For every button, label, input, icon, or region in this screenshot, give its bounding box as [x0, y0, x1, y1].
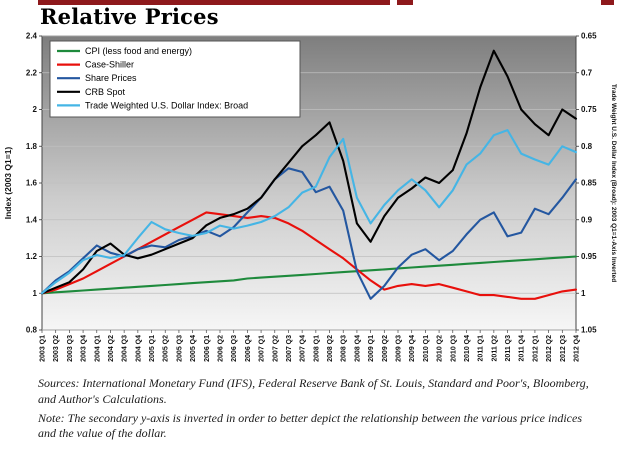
right-axis-tick-label: 0.8: [581, 142, 593, 151]
right-axis-tick-label: 0.75: [581, 105, 597, 114]
x-axis-tick-label: 2009 Q2: [382, 335, 389, 362]
x-axis-tick-label: 2003 Q1: [40, 335, 47, 362]
legend-label: CPI (less food and energy): [85, 46, 192, 56]
series-line-0: [40, 255, 578, 295]
right-axis-tick-label: 1.05: [581, 326, 597, 335]
x-axis-tick-label: 2004 Q3: [122, 335, 129, 362]
sources-note: Sources: International Monetary Fund (IF…: [38, 376, 589, 406]
x-axis-tick-label: 2010 Q3: [450, 335, 457, 362]
x-axis-tick-label: 2005 Q2: [163, 335, 170, 362]
x-axis-tick-label: 2011 Q3: [505, 335, 512, 362]
x-axis-tick-label: 2007 Q4: [300, 335, 307, 362]
x-axis-tick-label: 2009 Q3: [396, 335, 403, 362]
left-axis-tick-label: 1.6: [26, 179, 38, 188]
right-axis-title: Trade Weight U.S. Dollar Index (Broad): …: [610, 84, 617, 282]
inversion-note: Note: The secondary y-axis is inverted i…: [38, 410, 582, 441]
x-axis-tick-label: 2012 Q1: [532, 335, 539, 362]
x-axis-tick-label: 2009 Q1: [368, 335, 375, 362]
x-axis-tick-label: 2012 Q2: [546, 335, 553, 362]
x-axis-tick-label: 2005 Q4: [190, 335, 197, 362]
x-axis-tick-label: 2004 Q4: [135, 335, 142, 362]
x-axis-tick-label: 2004 Q2: [108, 335, 115, 362]
footnotes: Sources: International Monetary Fund (IF…: [38, 376, 592, 442]
legend-label: Trade Weighted U.S. Dollar Index: Broad: [85, 100, 248, 110]
series-line-4: [40, 129, 578, 295]
x-axis-tick-label: 2007 Q3: [286, 335, 293, 362]
header-rule-segment: [38, 0, 390, 5]
x-axis-tick-label: 2006 Q2: [218, 335, 225, 362]
x-axis-tick-label: 2011 Q1: [478, 335, 485, 362]
left-axis-title: Index (2003 Q1=1): [3, 147, 13, 220]
x-axis-tick-label: 2008 Q4: [354, 335, 361, 362]
x-axis-tick-label: 2003 Q2: [53, 335, 60, 362]
left-axis-tick-label: 1.4: [26, 215, 38, 224]
line-chart: 0.8 1 1.2 1.4 1.6 1.8 2 2.2 2.4 0.65 0.7 0.75 0.8 0.8…: [3, 32, 617, 362]
left-axis-tick-label: 2.2: [26, 68, 38, 77]
x-axis-tick-label: 2010 Q4: [464, 335, 471, 362]
right-axis-tick-label: 0.9: [581, 215, 593, 224]
header-rule-segment: [397, 0, 413, 5]
legend: [49, 40, 301, 118]
x-axis-tick-label: 2006 Q4: [245, 335, 252, 362]
left-axis-tick-label: 2: [33, 105, 38, 114]
x-axis-tick-label: 2003 Q3: [67, 335, 74, 362]
x-axis-tick-label: 2006 Q1: [204, 335, 211, 362]
x-axis-tick-label: 2005 Q1: [149, 335, 156, 362]
legend-label: Case-Shiller: [85, 60, 134, 70]
x-axis-tick-label: 2010 Q2: [437, 335, 444, 362]
series-line-3: [40, 49, 578, 295]
x-axis-tick-label: 2012 Q4: [574, 335, 581, 362]
left-axis-tick-label: 1.2: [26, 252, 38, 261]
x-axis-tick-label: 2004 Q1: [94, 335, 101, 362]
legend-label: CRB Spot: [85, 87, 126, 97]
left-axis-tick-label: 2.4: [26, 32, 38, 41]
x-axis-tick-label: 2011 Q2: [491, 335, 498, 362]
x-axis-tick-label: 2007 Q2: [272, 335, 279, 362]
x-axis-tick-label: 2006 Q3: [231, 335, 238, 362]
header-rule-segment: [601, 0, 614, 5]
chart-title: Relative Prices: [40, 4, 219, 29]
left-axis-tick-label: 0.8: [26, 326, 38, 335]
x-axis-tick-label: 2005 Q3: [176, 335, 183, 362]
x-axis-tick-label: 2010 Q1: [423, 335, 430, 362]
right-axis-tick-label: 0.65: [581, 32, 597, 41]
x-axis-tick-label: 2011 Q4: [519, 335, 526, 362]
x-axis-tick-label: 2008 Q3: [341, 335, 348, 362]
x-axis-tick-label: 2008 Q2: [327, 335, 334, 362]
right-axis-tick-label: 1: [581, 289, 586, 298]
x-axis-tick-label: 2009 Q4: [409, 335, 416, 362]
x-axis-tick-label: 2012 Q3: [560, 335, 567, 362]
right-axis-tick-label: 0.7: [581, 68, 593, 77]
x-axis-tick-label: 2003 Q4: [81, 335, 88, 362]
left-axis-tick-label: 1.8: [26, 142, 38, 151]
right-axis-tick-label: 0.95: [581, 252, 597, 261]
x-axis-tick-label: 2007 Q1: [259, 335, 266, 362]
series-line-2: [40, 167, 578, 300]
legend-label: Share Prices: [85, 73, 137, 83]
right-axis-tick-label: 0.85: [581, 179, 597, 188]
x-axis-tick-label: 2008 Q1: [313, 335, 320, 362]
left-axis-tick-label: 1: [33, 289, 38, 298]
